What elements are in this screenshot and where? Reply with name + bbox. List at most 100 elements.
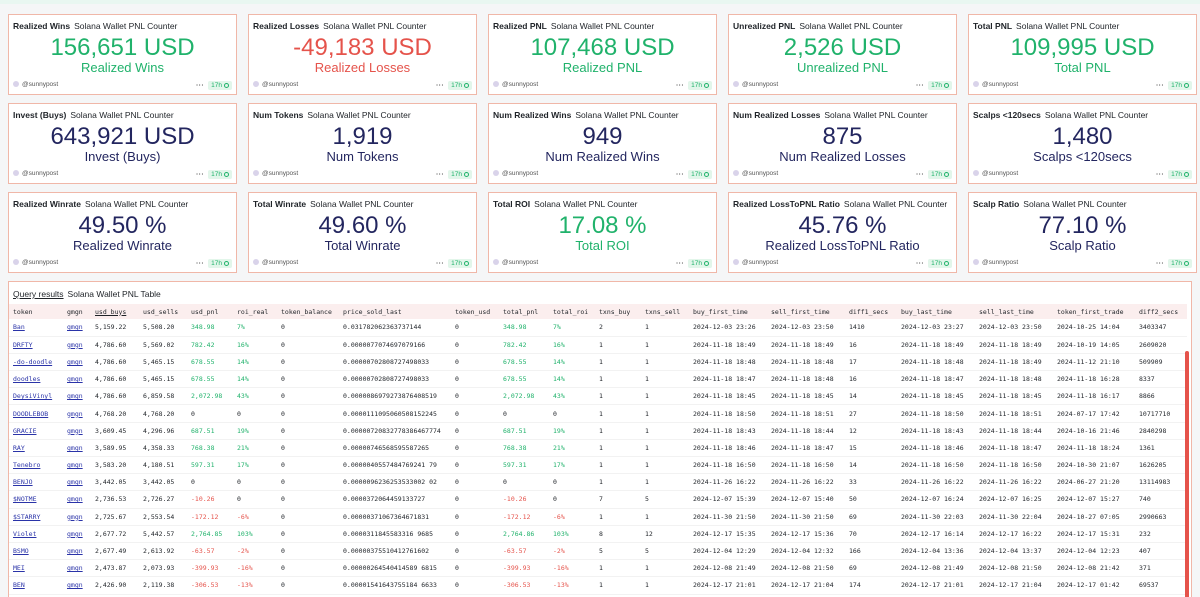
avatar[interactable] xyxy=(493,81,499,88)
column-header-total-roi[interactable]: total_roi xyxy=(553,307,589,316)
dots-icon[interactable]: ··· xyxy=(196,82,205,89)
cell-token[interactable]: DOODLEBOB xyxy=(9,404,63,423)
cell-gmgn[interactable]: gmgn xyxy=(63,473,91,492)
cell-token[interactable]: -do-doodle xyxy=(9,353,63,372)
counter-card[interactable]: Scalp Ratio Solana Wallet PNL Counter 77.… xyxy=(968,192,1197,273)
card-title[interactable]: Realized PNL xyxy=(493,21,547,31)
card-title[interactable]: Num Realized Losses xyxy=(733,110,821,120)
avatar[interactable] xyxy=(973,170,979,177)
card-author[interactable]: @sunnypost xyxy=(502,81,539,88)
avatar[interactable] xyxy=(493,170,499,177)
cell-gmgn[interactable]: gmgn xyxy=(63,456,91,475)
card-author[interactable]: @sunnypost xyxy=(742,170,779,177)
column-header-total-pnl[interactable]: total_pnl xyxy=(503,307,539,316)
card-title[interactable]: Total Winrate xyxy=(253,199,307,209)
counter-card[interactable]: Total PNL Solana Wallet PNL Counter 109,9… xyxy=(968,14,1197,95)
card-title[interactable]: Num Tokens xyxy=(253,110,304,120)
column-header-usd-pnl[interactable]: usd_pnl xyxy=(191,307,219,316)
avatar[interactable] xyxy=(733,259,739,266)
column-header-sell-last-time[interactable]: sell_last_time xyxy=(979,307,1034,316)
column-header-usd-buys[interactable]: usd_buys xyxy=(95,307,127,316)
cell-token[interactable]: Violet xyxy=(9,525,63,543)
card-title[interactable]: Num Realized Wins xyxy=(493,110,572,120)
query-results-tab[interactable]: Query results xyxy=(13,289,64,299)
avatar[interactable] xyxy=(733,81,739,88)
card-title[interactable]: Realized Wins xyxy=(13,21,71,31)
card-author[interactable]: @sunnypost xyxy=(502,170,539,177)
card-title[interactable]: Unrealized PNL xyxy=(733,21,796,31)
avatar[interactable] xyxy=(13,259,19,266)
cell-gmgn[interactable]: gmgn xyxy=(63,508,91,526)
counter-card[interactable]: Num Realized Wins Solana Wallet PNL Count… xyxy=(488,103,717,184)
card-author[interactable]: @sunnypost xyxy=(262,259,299,266)
card-author[interactable]: @sunnypost xyxy=(262,170,299,177)
counter-card[interactable]: Num Tokens Solana Wallet PNL Counter 1,91… xyxy=(248,103,477,184)
cell-token[interactable]: MEI xyxy=(9,559,63,578)
cell-gmgn[interactable]: gmgn xyxy=(63,404,91,423)
dots-icon[interactable]: ··· xyxy=(916,171,925,178)
cell-token[interactable]: DRFTY xyxy=(9,336,63,354)
counter-card[interactable]: Num Realized Losses Solana Wallet PNL Cou… xyxy=(728,103,957,184)
counter-card[interactable]: Scalps <120secs Solana Wallet PNL Counter… xyxy=(968,103,1197,184)
card-author[interactable]: @sunnypost xyxy=(22,81,59,88)
cell-gmgn[interactable]: gmgn xyxy=(63,576,91,595)
card-author[interactable]: @sunnypost xyxy=(982,81,1019,88)
cell-gmgn[interactable]: gmgn xyxy=(63,387,91,406)
cell-token[interactable]: GRACIE xyxy=(9,422,63,440)
column-header-gmgn[interactable]: gmgn xyxy=(67,307,83,316)
cell-token[interactable]: DeysiVinyl xyxy=(9,387,63,406)
card-title[interactable]: Scalp Ratio xyxy=(973,199,1020,209)
cell-gmgn[interactable]: gmgn xyxy=(63,594,91,597)
cell-token[interactable]: BEN xyxy=(9,576,63,595)
card-title[interactable]: Realized LossToPNL Ratio xyxy=(733,199,840,209)
column-header-token-balance[interactable]: token_balance xyxy=(281,307,332,316)
dots-icon[interactable]: ··· xyxy=(916,82,925,89)
dots-icon[interactable]: ··· xyxy=(436,171,445,178)
cell-token[interactable]: doodles xyxy=(9,370,63,389)
counter-card[interactable]: Total ROI Solana Wallet PNL Counter 17.08… xyxy=(488,192,717,273)
cell-gmgn[interactable]: gmgn xyxy=(63,370,91,389)
cell-token[interactable]: Ban xyxy=(9,319,63,337)
dots-icon[interactable]: ··· xyxy=(676,82,685,89)
card-title[interactable]: Total PNL xyxy=(973,21,1013,31)
avatar[interactable] xyxy=(253,259,259,266)
column-header-sell-first-time[interactable]: sell_first_time xyxy=(771,307,830,316)
column-header-txns-sell[interactable]: txns_sell xyxy=(645,307,681,316)
card-author[interactable]: @sunnypost xyxy=(262,81,299,88)
cell-gmgn[interactable]: gmgn xyxy=(63,525,91,543)
card-author[interactable]: @sunnypost xyxy=(502,259,539,266)
dots-icon[interactable]: ··· xyxy=(196,260,205,267)
counter-card[interactable]: Realized Losses Solana Wallet PNL Counter… xyxy=(248,14,477,95)
dots-icon[interactable]: ··· xyxy=(676,260,685,267)
counter-card[interactable]: Realized PNL Solana Wallet PNL Counter 10… xyxy=(488,14,717,95)
avatar[interactable] xyxy=(973,259,979,266)
cell-token[interactable]: BSMO xyxy=(9,542,63,561)
dots-icon[interactable]: ··· xyxy=(916,260,925,267)
avatar[interactable] xyxy=(733,170,739,177)
column-header-usd-sells[interactable]: usd_sells xyxy=(143,307,179,316)
cell-token[interactable]: DAIGE xyxy=(9,594,63,597)
cell-gmgn[interactable]: gmgn xyxy=(63,336,91,354)
card-author[interactable]: @sunnypost xyxy=(22,259,59,266)
cell-token[interactable]: RAY xyxy=(9,439,63,458)
cell-gmgn[interactable]: gmgn xyxy=(63,439,91,458)
card-author[interactable]: @sunnypost xyxy=(742,259,779,266)
avatar[interactable] xyxy=(13,170,19,177)
counter-card[interactable]: Invest (Buys) Solana Wallet PNL Counter 6… xyxy=(8,103,237,184)
cell-token[interactable]: $STARRY xyxy=(9,508,63,526)
card-author[interactable]: @sunnypost xyxy=(22,170,59,177)
column-header-token[interactable]: token xyxy=(13,307,33,316)
counter-card[interactable]: Realized Winrate Solana Wallet PNL Counte… xyxy=(8,192,237,273)
dots-icon[interactable]: ··· xyxy=(196,171,205,178)
cell-gmgn[interactable]: gmgn xyxy=(63,319,91,337)
column-header-buy-last-time[interactable]: buy_last_time xyxy=(901,307,952,316)
dots-icon[interactable]: ··· xyxy=(436,260,445,267)
dots-icon[interactable]: ··· xyxy=(676,171,685,178)
column-header-txns-buy[interactable]: txns_buy xyxy=(599,307,631,316)
column-header-buy-first-time[interactable]: buy_first_time xyxy=(693,307,748,316)
card-title[interactable]: Scalps <120secs xyxy=(973,110,1041,120)
card-author[interactable]: @sunnypost xyxy=(742,81,779,88)
cell-token[interactable]: $NOTME xyxy=(9,490,63,509)
card-title[interactable]: Invest (Buys) xyxy=(13,110,67,120)
cell-gmgn[interactable]: gmgn xyxy=(63,490,91,509)
